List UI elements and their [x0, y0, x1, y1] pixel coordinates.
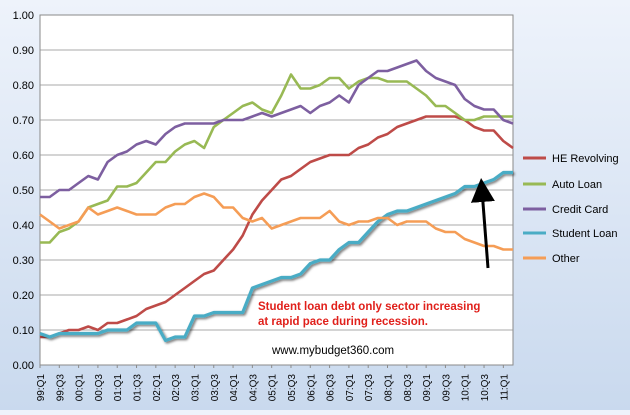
- x-tick-label: 04:Q1: [229, 374, 240, 402]
- x-tick-label: 01:Q1: [113, 374, 124, 402]
- y-tick-label: 1.00: [13, 10, 34, 22]
- x-tick-label: 99:Q1: [36, 374, 47, 402]
- series-line-he-revolving: [40, 115, 514, 339]
- x-tick-label: 06:Q1: [306, 374, 317, 402]
- x-axis-tick-labels: 99:Q1 99:Q3 00:Q1 00:Q3 01:Q1 01:Q3 02:Q1 02:Q3…: [36, 365, 510, 401]
- y-tick-label: 0.80: [13, 80, 34, 92]
- x-tick-label: 02:Q3: [171, 374, 182, 402]
- x-tick-label: 09:Q1: [422, 374, 433, 402]
- annotation-headline-line1: Student loan debt only sector increasing: [258, 301, 480, 313]
- x-tick-label: 07:Q3: [364, 374, 375, 402]
- series-line-credit-card: [40, 59, 514, 199]
- x-tick-label: 99:Q3: [55, 374, 66, 402]
- x-tick-label: 04:Q3: [248, 374, 259, 402]
- legend: HE Revolving Auto Loan Credit Card Student …: [523, 153, 619, 265]
- y-tick-label: 0.60: [13, 150, 34, 162]
- annotation-headline-line2: at rapid pace during recession.: [258, 316, 428, 328]
- x-tick-label: 09:Q3: [441, 374, 452, 402]
- annotation-arrow: [470, 178, 495, 269]
- x-tick-label: 07:Q1: [345, 374, 356, 402]
- x-tick-label: 10:Q3: [480, 374, 491, 402]
- x-tick-label: 00:Q1: [75, 374, 86, 402]
- y-tick-label: 0.40: [13, 220, 34, 232]
- series-line-auto-loan: [40, 73, 513, 244]
- annotation-website: www.mybudget360.com: [271, 345, 394, 357]
- legend-label-auto-loan: Auto Loan: [552, 179, 602, 191]
- x-tick-label: 05:Q3: [287, 374, 298, 402]
- x-tick-label: 00:Q3: [94, 374, 105, 402]
- legend-label-student-loan: Student Loan: [552, 228, 617, 240]
- legend-label-other: Other: [552, 253, 580, 265]
- x-tick-label: 03:Q3: [210, 374, 221, 402]
- legend-label-credit-card: Credit Card: [552, 204, 608, 216]
- x-tick-label: 08:Q3: [403, 374, 414, 402]
- series-lines: [39, 59, 514, 343]
- y-tick-label: 0.10: [13, 325, 34, 337]
- x-tick-label: 10:Q1: [461, 374, 472, 402]
- x-tick-label: 08:Q1: [384, 374, 395, 402]
- x-tick-label: 11:Q1: [499, 374, 510, 401]
- y-tick-label: 0.20: [13, 290, 34, 302]
- series-line-other: [39, 192, 513, 251]
- x-tick-label: 01:Q3: [133, 374, 144, 402]
- x-tick-label: 02:Q1: [152, 374, 163, 402]
- y-tick-label: 0.70: [13, 115, 34, 127]
- y-axis-tick-labels: 0.00 0.10 0.20 0.30 0.40 0.50 0.60 0.70 0.80 0.90…: [13, 10, 34, 372]
- x-tick-label: 06:Q3: [326, 374, 337, 402]
- y-tick-label: 0.50: [13, 185, 34, 197]
- x-tick-label: 03:Q1: [190, 374, 201, 402]
- y-tick-label: 0.00: [13, 360, 34, 372]
- y-tick-label: 0.90: [13, 45, 34, 57]
- legend-label-he-revolving: HE Revolving: [552, 153, 619, 165]
- series-line-student-loan: [39, 170, 513, 343]
- y-tick-label: 0.30: [13, 255, 34, 267]
- x-tick-label: 05:Q1: [268, 374, 279, 402]
